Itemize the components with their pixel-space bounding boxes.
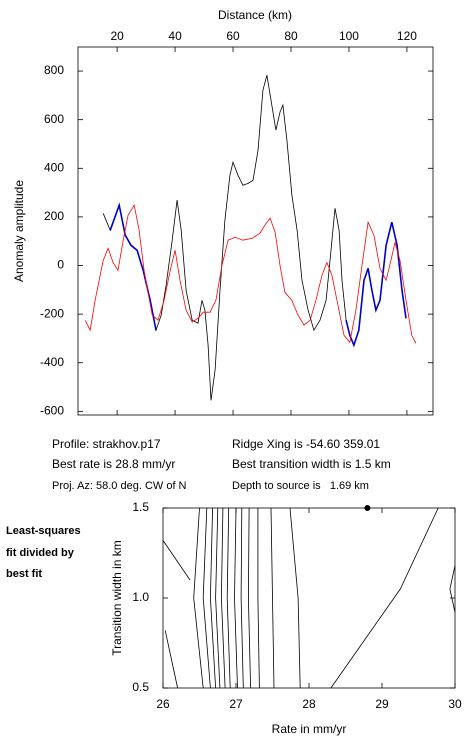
series-line [84,204,417,344]
y-tick-label: 600 [44,112,64,126]
x-tick-label: 40 [168,29,182,43]
bottom-frame [162,507,456,689]
series-line [220,507,226,689]
y-tick-label: 1.5 [132,500,149,514]
x-axis-title: Distance (km) [218,8,292,22]
annotation: Best rate is 28.8 mm/yr [52,457,175,471]
series-line [289,507,301,689]
series-line [449,565,456,613]
series-line [162,540,191,581]
y-tick-label: 1.0 [132,590,149,604]
series-line [270,507,275,689]
y-tick-label: 400 [44,160,64,174]
x-axis-title: Rate in mm/yr [272,722,347,736]
note: best fit [6,568,42,580]
y-tick-label: 0.5 [132,680,149,694]
x-tick-label: 60 [226,29,240,43]
x-tick-label: 80 [284,29,298,43]
series-line [215,507,221,689]
y-axis-title: Transition width in km [110,540,124,656]
series-line [247,507,251,689]
series-line [202,507,211,689]
top-frame [77,46,434,416]
series-line [109,202,407,348]
y-tick-label: 0 [57,258,64,272]
x-tick-label: 100 [339,29,359,43]
note: Least-squares [6,525,81,537]
x-tick-label: 26 [156,697,170,711]
series-line [240,507,244,689]
best-fit-marker [364,505,371,511]
x-tick-label: 120 [397,29,417,43]
annotation: Best transition width is 1.5 km [232,457,391,471]
annotation: Ridge Xing is -54.60 359.01 [232,437,380,451]
series-line [102,75,407,401]
series-line [209,507,216,689]
y-tick-label: -200 [40,306,64,320]
series-line [330,507,439,689]
annotation: Proj. Az: 58.0 deg. CW of N [52,480,187,492]
series-line [164,630,178,689]
y-axis-title: Anomaly amplitude [12,180,26,282]
x-tick-label: 27 [229,697,243,711]
annotation: Depth to source is 1.69 km [232,480,369,492]
note: fit divided by [6,547,75,559]
x-tick-label: 28 [302,697,316,711]
y-tick-label: 800 [44,63,64,77]
y-tick-label: -600 [40,404,64,418]
x-tick-label: 20 [110,29,124,43]
series-line [193,507,204,689]
series-line [226,507,231,689]
series-line [257,508,260,689]
series-line [234,507,238,689]
x-tick-label: 30 [448,697,462,711]
annotation: Profile: strakhov.p17 [52,437,161,451]
y-tick-label: -400 [40,355,64,369]
x-tick-label: 29 [375,697,389,711]
y-tick-label: 200 [44,209,64,223]
